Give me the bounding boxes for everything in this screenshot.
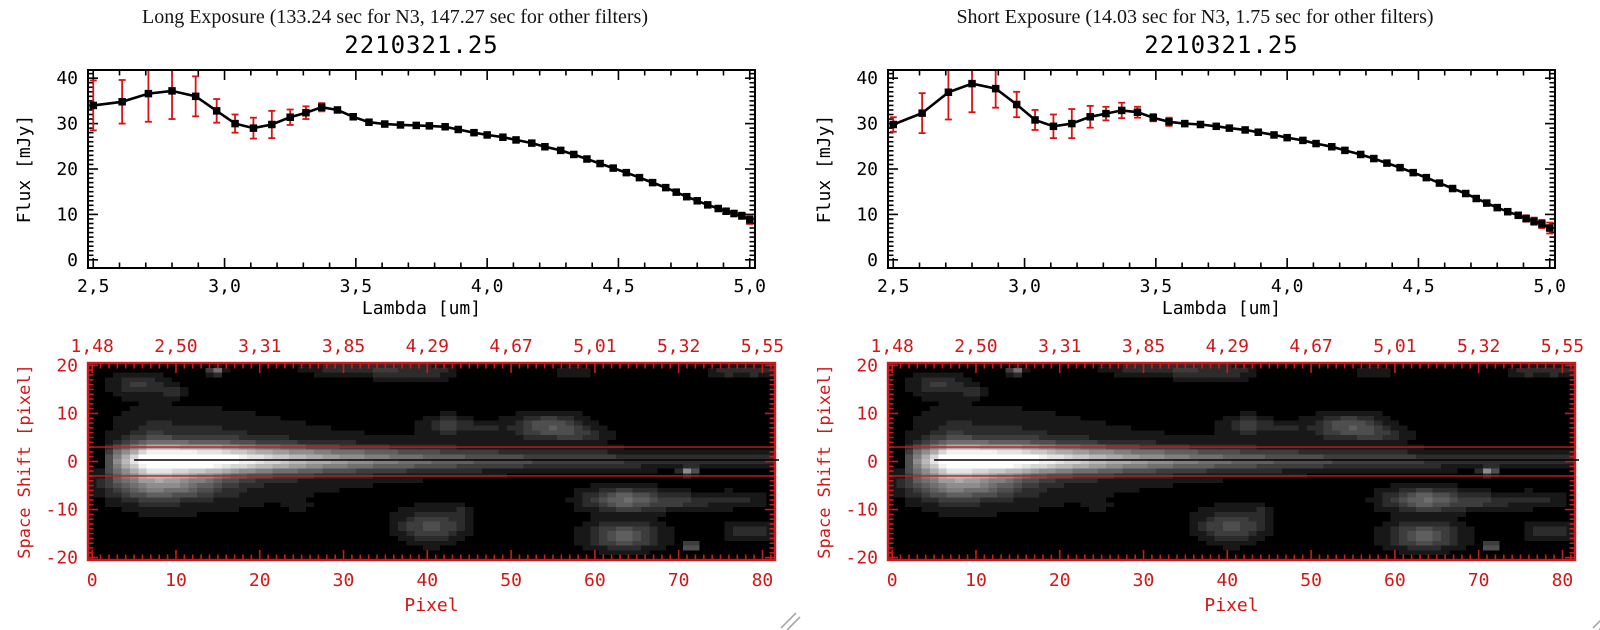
svg-text:Pixel: Pixel [404,595,458,616]
svg-text:1,48: 1,48 [71,336,114,357]
svg-text:30: 30 [333,570,355,591]
svg-text:5,01: 5,01 [1373,336,1416,357]
error-bars [889,71,1554,235]
spectrum-title-short: 2210321.25 [1144,31,1299,59]
svg-text:10: 10 [165,570,187,591]
svg-text:20: 20 [56,159,78,180]
svg-text:70: 70 [668,570,690,591]
svg-text:Space Shift [pixel]: Space Shift [pixel] [15,364,35,558]
svg-text:80: 80 [752,570,774,591]
svg-text:10: 10 [56,403,78,424]
svg-text:50: 50 [500,570,522,591]
svg-text:3,31: 3,31 [1038,336,1081,357]
spectral-2d-image-long [88,363,775,560]
svg-text:4,29: 4,29 [406,336,449,357]
flux-curve [892,82,1551,230]
svg-text:3,0: 3,0 [208,276,241,297]
svg-text:3,5: 3,5 [1140,276,1173,297]
svg-text:5,32: 5,32 [657,336,700,357]
svg-text:Lambda [um]: Lambda [um] [1162,298,1281,319]
svg-text:2,5: 2,5 [77,276,110,297]
svg-text:4,67: 4,67 [489,336,532,357]
svg-text:-10: -10 [45,500,78,521]
svg-text:-20: -20 [45,548,78,569]
svg-text:5,0: 5,0 [1533,276,1566,297]
spectrum-plot: 2,5 3,0 3,5 4,0 4,5 5,0 0 10 20 30 40 Lambda [um] Fl… [814,68,1566,319]
short-exposure-window: Short Exposure (14.03 sec for N3, 1.75 s… [800,0,1600,630]
spectrum-axis-labels: 2,5 3,0 3,5 4,0 4,5 5,0 0 10 20 30 40 Lambda [um] Fl… [14,68,766,319]
svg-text:0: 0 [67,452,78,473]
svg-text:10: 10 [856,204,878,225]
svg-text:4,5: 4,5 [602,276,635,297]
svg-text:20: 20 [249,570,271,591]
svg-text:3,31: 3,31 [238,336,281,357]
long-exposure-window: Long Exposure (133.24 sec for N3, 147.27… [14,6,801,630]
svg-text:60: 60 [584,570,606,591]
resize-grip[interactable] [780,612,801,630]
svg-text:5,55: 5,55 [741,336,784,357]
svg-text:4,67: 4,67 [1289,336,1332,357]
svg-text:-20: -20 [845,548,878,569]
svg-text:50: 50 [1300,570,1322,591]
svg-text:3,0: 3,0 [1008,276,1041,297]
spectrum-axes-ticks [89,71,754,267]
svg-text:60: 60 [1384,570,1406,591]
svg-text:2,50: 2,50 [154,336,197,357]
svg-text:3,85: 3,85 [1122,336,1165,357]
svg-text:30: 30 [56,114,78,135]
svg-text:1,48: 1,48 [871,336,914,357]
svg-text:5,32: 5,32 [1457,336,1500,357]
svg-text:0: 0 [87,570,98,591]
svg-text:Lambda [um]: Lambda [um] [362,298,481,319]
error-bars [89,71,754,225]
flux-curve [93,89,751,222]
spectrum-plot: 2,5 3,0 3,5 4,0 4,5 5,0 0 10 20 30 40 Lambda [um] Fl… [14,68,766,319]
svg-text:4,29: 4,29 [1206,336,1249,357]
svg-text:5,0: 5,0 [733,276,766,297]
svg-text:3,85: 3,85 [322,336,365,357]
svg-text:20: 20 [856,355,878,376]
svg-text:10: 10 [56,204,78,225]
svg-text:0: 0 [867,250,878,271]
spectrum-axes-ticks [889,71,1554,267]
resize-grip[interactable] [1592,613,1600,630]
svg-text:0: 0 [67,250,78,271]
svg-text:30: 30 [856,114,878,135]
svg-text:40: 40 [1216,570,1238,591]
svg-text:2,50: 2,50 [954,336,997,357]
svg-text:2,5: 2,5 [877,276,910,297]
svg-text:10: 10 [965,570,987,591]
svg-text:Pixel: Pixel [1204,595,1258,616]
spectrum-axis-labels: 2,5 3,0 3,5 4,0 4,5 5,0 0 10 20 30 40 Lambda [um] Fl… [814,68,1566,319]
svg-text:40: 40 [856,68,878,89]
svg-text:4,5: 4,5 [1402,276,1435,297]
panel-header-short: Short Exposure (14.03 sec for N3, 1.75 s… [956,6,1434,28]
svg-text:0: 0 [867,452,878,473]
panel-header-long: Long Exposure (133.24 sec for N3, 147.27… [142,6,648,28]
svg-text:20: 20 [56,355,78,376]
flux-data-points [89,87,754,224]
svg-text:20: 20 [856,159,878,180]
svg-text:40: 40 [416,570,438,591]
svg-text:70: 70 [1468,570,1490,591]
svg-text:30: 30 [1133,570,1155,591]
spectral-2d-image-short [888,363,1575,560]
svg-text:4,0: 4,0 [1271,276,1304,297]
svg-text:5,01: 5,01 [573,336,616,357]
svg-text:Flux [mJy]: Flux [mJy] [14,115,35,223]
svg-text:80: 80 [1552,570,1574,591]
svg-text:0: 0 [887,570,898,591]
svg-text:3,5: 3,5 [340,276,373,297]
svg-text:10: 10 [856,403,878,424]
spectrum-title-long: 2210321.25 [344,31,499,59]
svg-text:4,0: 4,0 [471,276,504,297]
svg-text:Space Shift [pixel]: Space Shift [pixel] [815,364,835,558]
svg-text:5,55: 5,55 [1541,336,1584,357]
flux-data-points [889,79,1554,232]
svg-text:Flux [mJy]: Flux [mJy] [814,115,835,223]
svg-text:20: 20 [1049,570,1071,591]
svg-text:-10: -10 [845,500,878,521]
svg-text:40: 40 [56,68,78,89]
